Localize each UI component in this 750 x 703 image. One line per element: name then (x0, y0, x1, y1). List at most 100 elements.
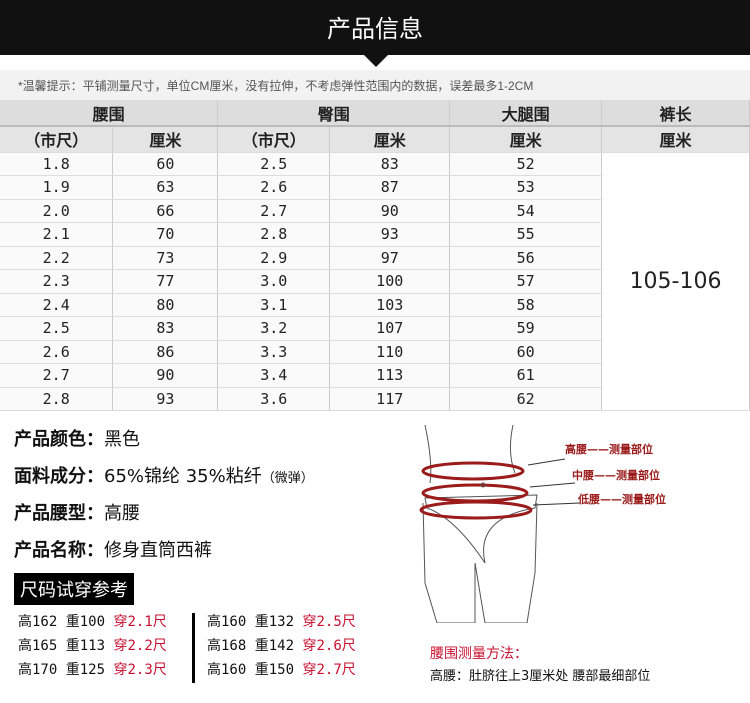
header-thigh: 大腿围 (449, 100, 603, 127)
measurement-tip: *温馨提示：平铺测量尺寸，单位CM厘米，没有拉伸，不考虑弹性范围内的数据，误差最… (0, 70, 750, 100)
fit-divider (192, 613, 195, 683)
table-cell: 93 (329, 222, 451, 247)
table-cell: 62 (449, 387, 603, 411)
fit-reference-title: 尺码试穿参考 (14, 573, 134, 605)
table-cell: 93 (112, 387, 219, 411)
table-row: 2.2 73 2.9 97 56 (0, 246, 750, 270)
fit-height: 高160 (207, 662, 247, 678)
table-cell: 2.8 (0, 387, 114, 411)
info-value: 修身直筒西裤 (104, 540, 212, 561)
title-arrow (364, 55, 388, 67)
info-value: 黑色 (104, 429, 140, 450)
product-info-row: 产品颜色：黑色 (14, 425, 140, 451)
table-cell: 97 (329, 246, 451, 270)
table-cell: 59 (449, 316, 603, 341)
table-cell: 60 (449, 340, 603, 364)
table-cell: 1.8 (0, 152, 114, 176)
table-cell: 73 (112, 246, 219, 270)
table-cell: 2.4 (0, 293, 114, 317)
method-description: 高腰：肚脐往上3厘米处 腰部最细部位 (430, 669, 651, 684)
subheader: 厘米 (329, 126, 451, 153)
subheader: （市尺） (217, 126, 331, 153)
table-cell: 107 (329, 316, 451, 341)
subheader: 厘米 (449, 126, 603, 153)
fit-height: 高160 (207, 614, 247, 630)
table-cell: 113 (329, 363, 451, 388)
fit-height: 高170 (18, 662, 58, 678)
fit-size: 穿2.3尺 (113, 662, 167, 678)
fit-entry: 高165 重113 穿2.2尺 (18, 635, 167, 655)
table-row: 2.0 66 2.7 90 54 (0, 199, 750, 223)
info-value: 65%锦纶 35%粘纤 (104, 466, 262, 487)
fit-size: 穿2.6尺 (302, 638, 356, 654)
info-label: 产品名称： (14, 540, 104, 561)
label-low-waist: 低腰——测量部位 (577, 492, 666, 506)
info-label: 产品颜色： (14, 429, 104, 450)
fit-weight: 重125 (65, 662, 106, 678)
table-cell: 2.2 (0, 246, 114, 270)
table-cell: 55 (449, 222, 603, 247)
table-cell: 90 (112, 363, 219, 388)
table-cell: 52 (449, 152, 603, 176)
header-length: 裤长 (601, 100, 750, 127)
table-cell: 83 (329, 152, 451, 176)
table-cell: 60 (112, 152, 219, 176)
product-info-row: 面料成分：65%锦纶 35%粘纤（微弹） (14, 462, 314, 488)
fit-entry: 高168 重142 穿2.6尺 (207, 635, 356, 655)
fit-height: 高162 (18, 614, 58, 630)
info-note: （微弹） (261, 471, 314, 486)
table-cell: 57 (449, 269, 603, 294)
table-cell: 61 (449, 363, 603, 388)
product-info-row: 产品腰型：高腰 (14, 499, 140, 525)
table-cell: 117 (329, 387, 451, 411)
table-cell: 110 (329, 340, 451, 364)
fit-size: 穿2.7尺 (302, 662, 356, 678)
page-title: 产品信息 (0, 0, 750, 55)
table-cell: 54 (449, 199, 603, 223)
table-cell: 70 (112, 222, 219, 247)
length-value: 105-106 (601, 152, 750, 411)
waist-diagram: 高腰——测量部位 中腰——测量部位 低腰——测量部位 (419, 424, 666, 623)
table-row: 2.8 93 3.6 117 62 (0, 387, 750, 411)
table-cell: 3.3 (217, 340, 331, 364)
table-cell: 2.9 (217, 246, 331, 270)
table-cell: 66 (112, 199, 219, 223)
fit-weight: 重150 (254, 662, 295, 678)
table-cell: 3.6 (217, 387, 331, 411)
table-cell: 2.3 (0, 269, 114, 294)
fit-weight: 重142 (254, 638, 295, 654)
table-cell: 63 (112, 175, 219, 200)
fit-entry: 高162 重100 穿2.1尺 (18, 611, 167, 631)
table-cell: 2.7 (0, 363, 114, 388)
fit-weight: 重100 (65, 614, 106, 630)
fit-entry: 高160 重132 穿2.5尺 (207, 611, 356, 631)
table-cell: 80 (112, 293, 219, 317)
table-cell: 2.7 (217, 199, 331, 223)
size-table: 腰围 臀围 大腿围 裤长 （市尺） 厘米 （市尺） 厘米 厘米 厘米 1.8 60 2.5 83… (0, 100, 750, 411)
method-title: 腰围测量方法： (430, 646, 528, 662)
table-cell: 2.8 (217, 222, 331, 247)
table-row: 2.6 86 3.3 110 60 (0, 340, 750, 364)
table-row: 2.4 80 3.1 103 58 (0, 293, 750, 317)
table-row: 1.9 63 2.6 87 53 (0, 175, 750, 200)
table-cell: 53 (449, 175, 603, 200)
table-cell: 86 (112, 340, 219, 364)
table-cell: 2.6 (0, 340, 114, 364)
info-label: 面料成分： (14, 466, 104, 487)
table-cell: 2.5 (217, 152, 331, 176)
product-info-row: 产品名称：修身直筒西裤 (14, 536, 212, 562)
subheader: 厘米 (601, 126, 750, 153)
fit-height: 高165 (18, 638, 58, 654)
table-cell: 56 (449, 246, 603, 270)
fit-weight: 重113 (65, 638, 106, 654)
table-cell: 2.1 (0, 222, 114, 247)
table-row: 2.5 83 3.2 107 59 (0, 316, 750, 341)
fit-weight: 重132 (254, 614, 295, 630)
table-cell: 100 (329, 269, 451, 294)
table-cell: 103 (329, 293, 451, 317)
table-cell: 87 (329, 175, 451, 200)
table-cell: 1.9 (0, 175, 114, 200)
label-mid-waist: 中腰——测量部位 (572, 468, 660, 482)
fit-entry: 高170 重125 穿2.3尺 (18, 659, 167, 679)
table-cell: 2.5 (0, 316, 114, 341)
